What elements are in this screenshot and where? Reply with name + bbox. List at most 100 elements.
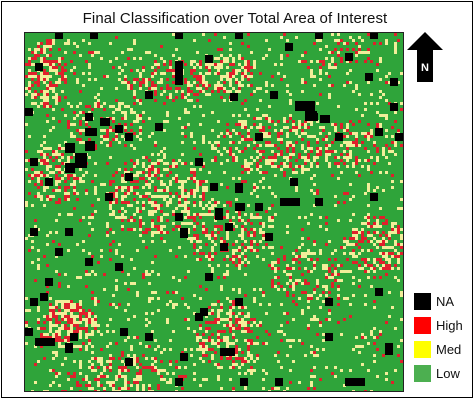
high-pixel — [307, 66, 310, 69]
med-pixel — [181, 153, 184, 156]
high-pixel — [205, 87, 208, 90]
high-pixel — [70, 375, 73, 378]
high-pixel — [343, 318, 346, 321]
med-pixel — [115, 195, 118, 198]
med-pixel — [244, 315, 247, 318]
med-pixel — [202, 90, 205, 93]
high-pixel — [397, 255, 400, 258]
med-pixel — [211, 309, 214, 312]
med-pixel — [352, 294, 355, 297]
med-pixel — [370, 129, 373, 132]
med-pixel — [226, 312, 229, 315]
med-pixel — [124, 63, 127, 66]
med-pixel — [151, 261, 154, 264]
high-pixel — [31, 57, 34, 60]
med-pixel — [163, 348, 166, 351]
med-pixel — [229, 378, 232, 381]
med-pixel — [238, 312, 241, 315]
med-pixel — [121, 207, 124, 210]
med-pixel — [349, 270, 352, 273]
med-pixel — [247, 369, 250, 372]
med-pixel — [31, 390, 34, 391]
na-block — [320, 115, 330, 123]
high-pixel — [178, 225, 181, 228]
med-pixel — [349, 369, 352, 372]
med-pixel — [355, 87, 358, 90]
high-pixel — [43, 57, 46, 60]
med-pixel — [310, 135, 313, 138]
high-pixel — [169, 192, 172, 195]
high-pixel — [223, 90, 226, 93]
med-pixel — [193, 168, 196, 171]
high-pixel — [130, 180, 133, 183]
med-pixel — [37, 48, 40, 51]
high-pixel — [256, 243, 259, 246]
med-pixel — [292, 288, 295, 291]
med-pixel — [316, 297, 319, 300]
high-pixel — [40, 171, 43, 174]
high-pixel — [88, 309, 91, 312]
high-pixel — [223, 81, 226, 84]
legend-swatch-low — [414, 365, 431, 382]
med-pixel — [37, 192, 40, 195]
med-pixel — [124, 111, 127, 114]
high-pixel — [199, 81, 202, 84]
med-pixel — [280, 138, 283, 141]
med-pixel — [298, 279, 301, 282]
med-pixel — [133, 81, 136, 84]
high-pixel — [196, 75, 199, 78]
high-pixel — [31, 72, 34, 75]
north-label: N — [421, 62, 429, 74]
med-pixel — [208, 66, 211, 69]
high-pixel — [199, 153, 202, 156]
high-pixel — [247, 234, 250, 237]
med-pixel — [217, 378, 220, 381]
med-pixel — [235, 225, 238, 228]
med-pixel — [403, 252, 404, 255]
med-pixel — [274, 261, 277, 264]
high-pixel — [64, 324, 67, 327]
med-pixel — [271, 144, 274, 147]
high-pixel — [259, 150, 262, 153]
med-pixel — [196, 249, 199, 252]
high-pixel — [118, 186, 121, 189]
high-pixel — [73, 375, 76, 378]
med-pixel — [217, 339, 220, 342]
med-pixel — [316, 279, 319, 282]
high-pixel — [241, 351, 244, 354]
med-pixel — [253, 66, 256, 69]
high-pixel — [67, 306, 70, 309]
med-pixel — [181, 180, 184, 183]
med-pixel — [76, 105, 79, 108]
med-pixel — [64, 174, 67, 177]
med-pixel — [136, 117, 139, 120]
high-pixel — [109, 258, 112, 261]
high-pixel — [175, 255, 178, 258]
high-pixel — [358, 264, 361, 267]
med-pixel — [136, 210, 139, 213]
med-pixel — [118, 216, 121, 219]
high-pixel — [109, 117, 112, 120]
high-pixel — [241, 171, 244, 174]
high-pixel — [175, 177, 178, 180]
med-pixel — [253, 288, 256, 291]
high-pixel — [319, 93, 322, 96]
med-pixel — [316, 102, 319, 105]
med-pixel — [370, 333, 373, 336]
med-pixel — [241, 363, 244, 366]
med-pixel — [79, 360, 82, 363]
high-pixel — [340, 126, 343, 129]
med-pixel — [88, 315, 91, 318]
med-pixel — [91, 345, 94, 348]
med-pixel — [43, 153, 46, 156]
med-pixel — [121, 198, 124, 201]
high-pixel — [235, 345, 238, 348]
med-pixel — [391, 231, 394, 234]
med-pixel — [322, 267, 325, 270]
med-pixel — [193, 81, 196, 84]
legend-item-na: NA — [414, 291, 474, 315]
classification-map[interactable] — [24, 32, 404, 392]
high-pixel — [61, 69, 64, 72]
high-pixel — [40, 183, 43, 186]
med-pixel — [259, 180, 262, 183]
